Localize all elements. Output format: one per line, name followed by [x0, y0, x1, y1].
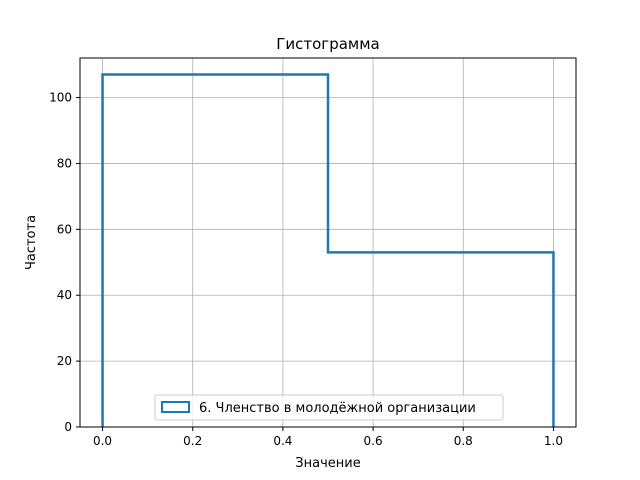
x-tick-label: 0.6: [364, 434, 383, 448]
x-tick-label: 0.4: [273, 434, 292, 448]
y-tick-label: 40: [57, 288, 72, 302]
series-layer: [101, 73, 555, 427]
axes-frame: [79, 57, 577, 428]
legend-swatch: [161, 401, 190, 413]
y-tick-label: 0: [64, 420, 72, 434]
x-tick-label: 0.0: [93, 434, 112, 448]
x-tick-label: 1.0: [544, 434, 563, 448]
y-tick-label: 100: [49, 91, 72, 105]
ticks: 0.0 0.2 0.4 0.6 0.8 1.0 0 20 40 60 80 100: [49, 91, 563, 448]
legend-entry-label: 6. Членство в молодёжной организации: [199, 401, 476, 416]
x-axis-label: Значение: [295, 456, 360, 471]
chart-title: Гистограмма: [276, 35, 379, 53]
legend-box: [154, 394, 504, 421]
x-tick-label: 0.2: [183, 434, 202, 448]
y-tick-label: 80: [57, 156, 72, 170]
x-tick-label: 0.8: [454, 434, 473, 448]
y-tick-label: 60: [57, 222, 72, 236]
y-tick-label: 20: [57, 354, 72, 368]
legend: 6. Членство в молодёжной организации: [154, 394, 504, 421]
histogram-step-line: [101, 73, 555, 427]
y-axis-label: Частота: [24, 215, 39, 270]
